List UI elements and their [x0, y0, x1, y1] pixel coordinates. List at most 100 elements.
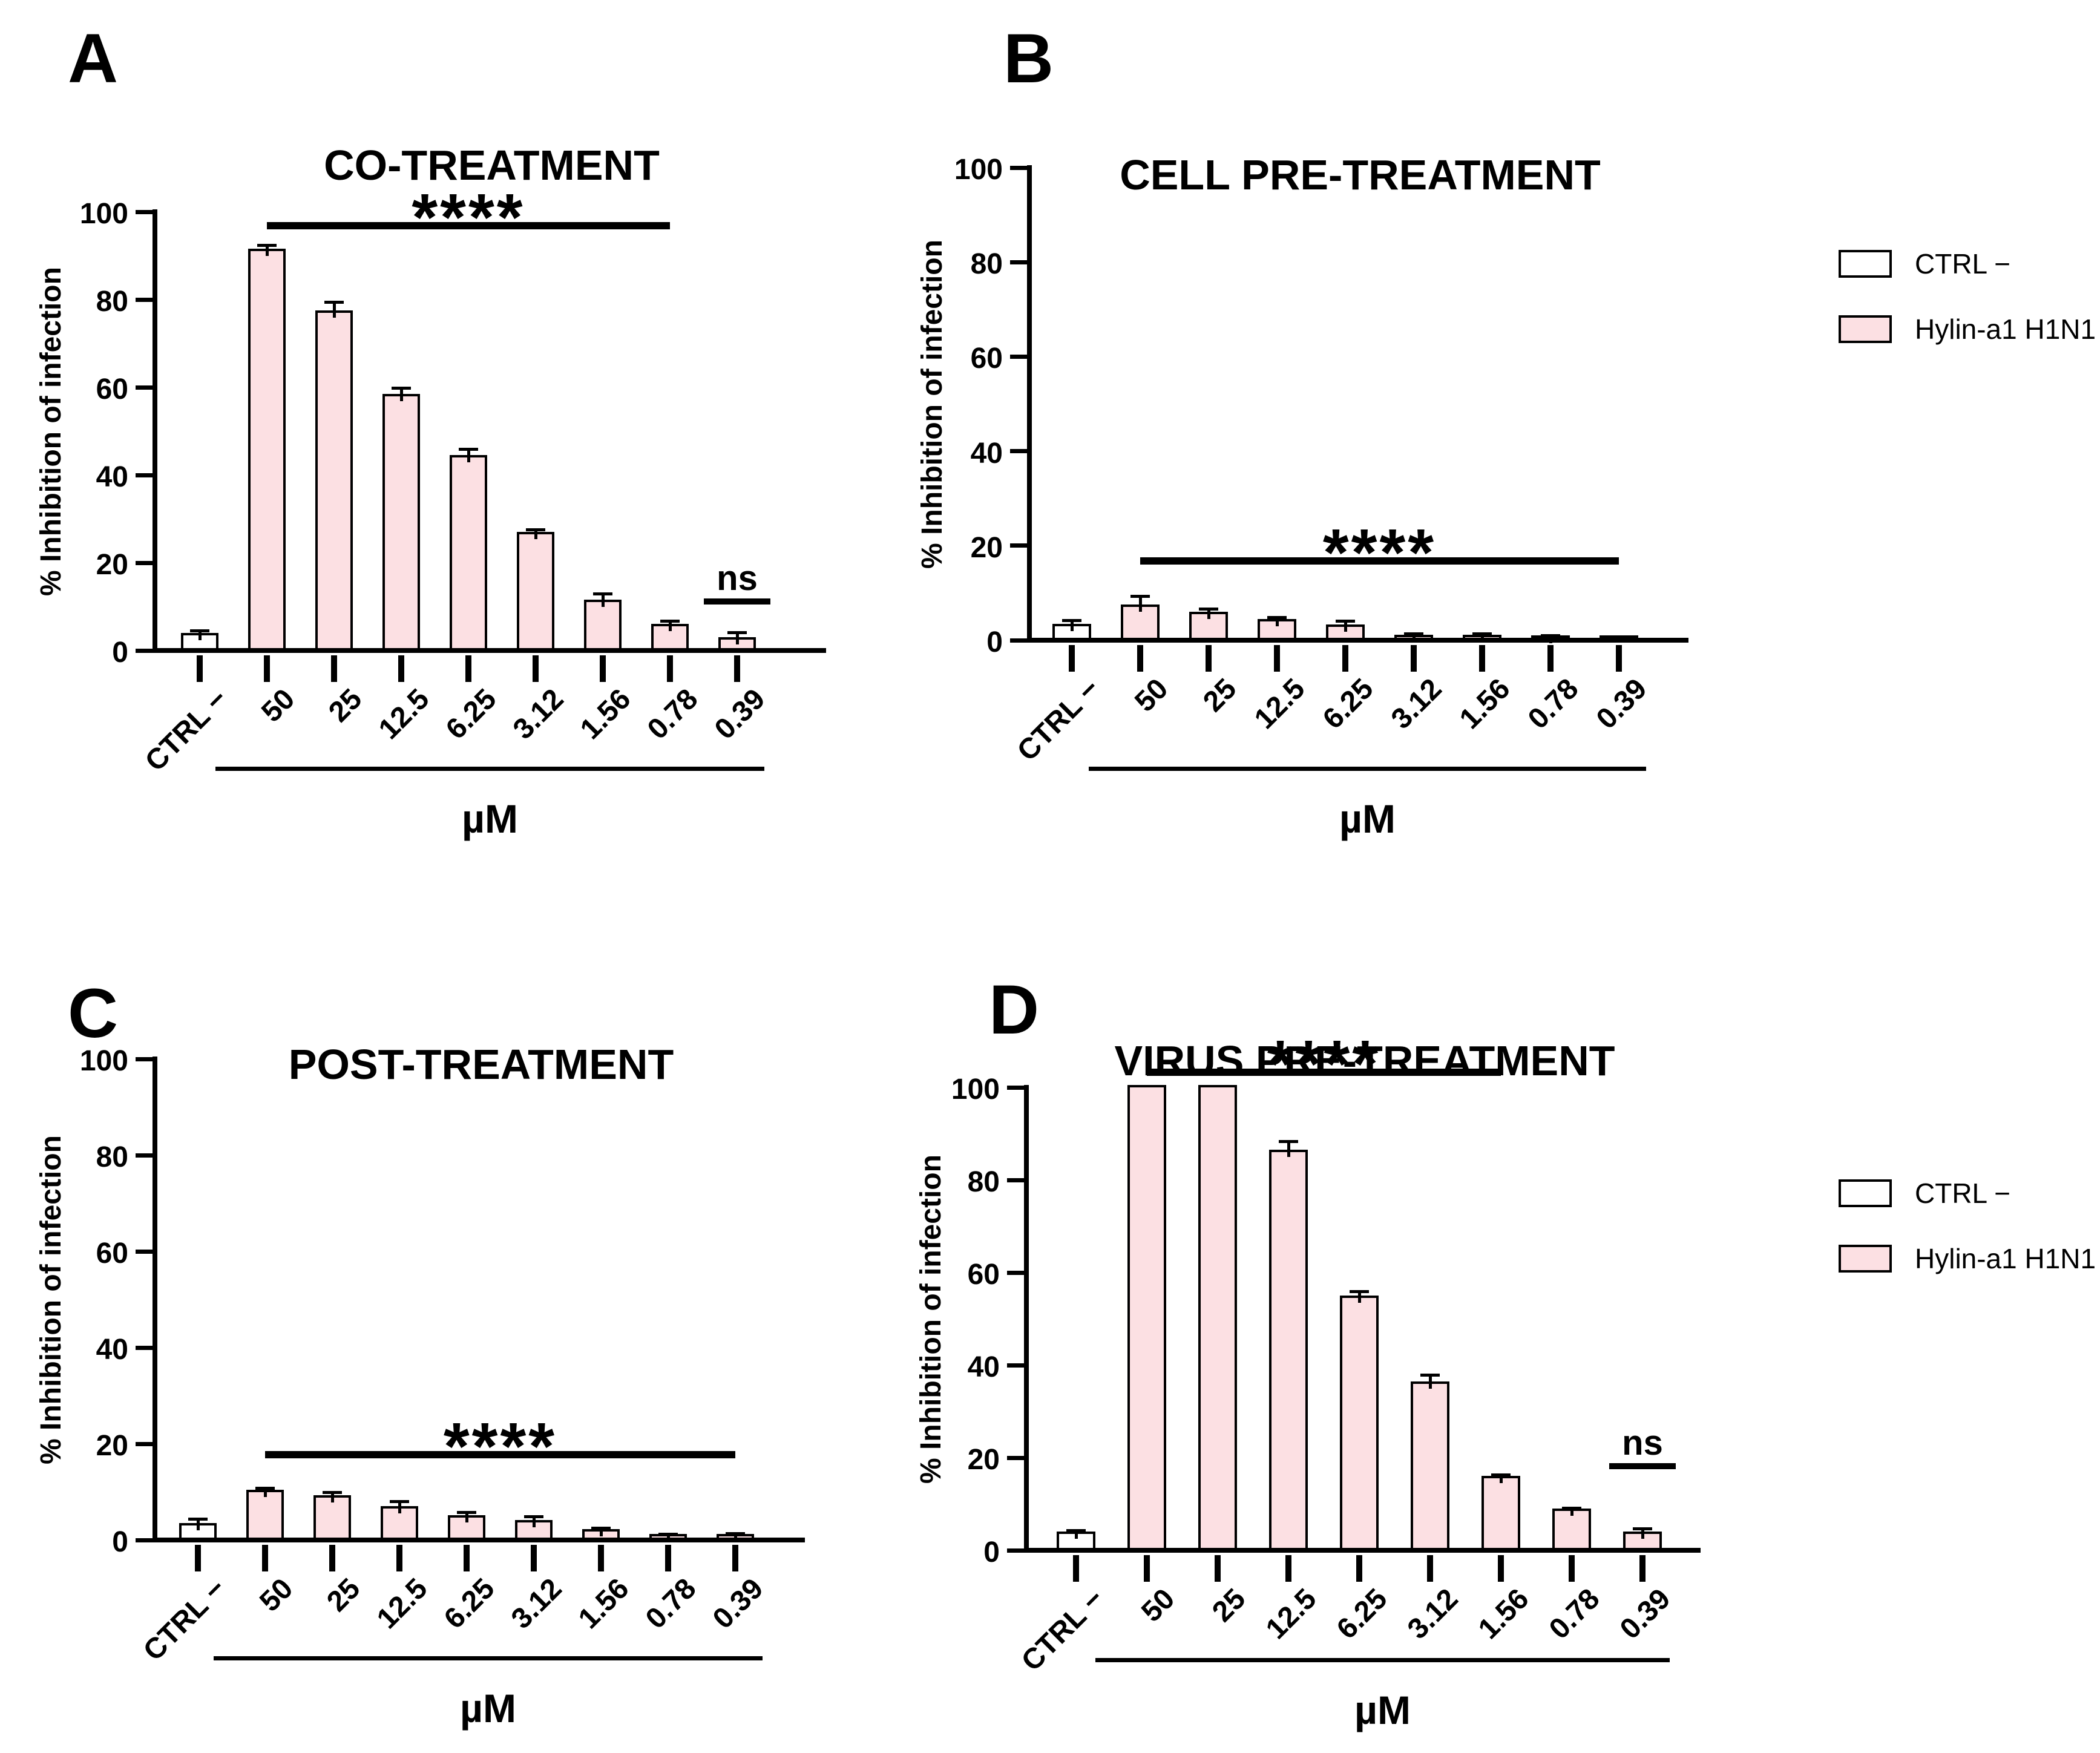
error-bar-cap	[1541, 634, 1560, 638]
x-tick	[465, 655, 471, 682]
x-tick	[1069, 645, 1075, 672]
y-tick	[136, 1249, 153, 1254]
y-tick-label: 20	[970, 531, 1003, 564]
error-bar	[1070, 622, 1074, 631]
y-tick	[136, 1345, 153, 1350]
error-bar-cap	[1062, 619, 1081, 623]
y-tick-label: 40	[96, 1334, 128, 1366]
panel-letter-a: A	[68, 20, 119, 97]
x-tick	[1137, 645, 1143, 672]
chart-title-b: CELL PRE-TREATMENT	[1120, 151, 1601, 198]
x-tick	[732, 1545, 738, 1571]
error-bar	[1207, 610, 1210, 620]
error-bar	[1138, 597, 1142, 612]
legend-item-hylin: Hylin-a1 H1N1	[1839, 315, 2096, 344]
x-tick	[1342, 645, 1348, 672]
y-tick	[136, 209, 153, 214]
bar	[181, 632, 218, 650]
significance-line	[704, 598, 770, 605]
plot-area-a: 0 20 40 60 80 100 CTRL −50 25 12.5 6.25 3.12 1.56 0.…	[80, 185, 826, 778]
bar	[1198, 1085, 1237, 1550]
y-tick	[1010, 165, 1027, 170]
error-bar	[196, 1521, 200, 1531]
x-tick	[1569, 1555, 1575, 1582]
error-bar	[1344, 623, 1347, 632]
error-bar	[330, 1494, 334, 1503]
x-tick	[1479, 645, 1485, 672]
error-bar	[1570, 1509, 1573, 1516]
x-tick	[667, 655, 673, 682]
y-tick-label: 80	[970, 248, 1003, 281]
error-bar-cap	[323, 1491, 342, 1495]
x-tick-label: 3.12	[1401, 1582, 1465, 1646]
x-tick	[398, 655, 404, 682]
x-tick	[1215, 1555, 1221, 1582]
significance-label: ****	[412, 180, 525, 255]
y-tick	[1007, 1178, 1024, 1182]
y-tick-label: 40	[967, 1351, 1000, 1383]
plot-area-d: 0 20 40 60 80 100 CTRL −50 25 12.5 6.25 3.12 1.56 0.…	[951, 1031, 1701, 1677]
x-group-bracket	[1095, 1658, 1670, 1662]
bar	[246, 1489, 284, 1540]
y-tick	[1007, 1085, 1024, 1090]
panel-letter-c: C	[68, 975, 119, 1052]
error-bar	[263, 1489, 267, 1497]
error-bar-cap	[658, 1532, 678, 1536]
significance-label: ****	[1322, 516, 1437, 591]
x-tick-label: 0.39	[1613, 1582, 1677, 1646]
legend-swatch-ctrl	[1839, 250, 1892, 278]
significance-line	[1147, 1068, 1501, 1076]
bar	[248, 249, 286, 650]
y-tick	[1007, 1455, 1024, 1460]
panel-letter-b: B	[1003, 20, 1054, 97]
x-tick	[464, 1545, 470, 1571]
bar	[450, 455, 487, 650]
bar	[1600, 635, 1638, 640]
legend-label-ctrl: CTRL −	[1915, 248, 2011, 280]
error-bar-cap	[524, 1515, 543, 1519]
y-tick	[1010, 638, 1027, 643]
y-tick	[136, 473, 153, 477]
error-bar	[1641, 1530, 1644, 1539]
significance-label: ****	[1267, 1026, 1381, 1101]
y-tick-label: 20	[96, 549, 128, 581]
y-tick-label: 20	[96, 1430, 128, 1462]
error-bar-cap	[1420, 1374, 1440, 1377]
x-tick	[1547, 645, 1554, 672]
y-axis-line	[153, 209, 157, 653]
y-tick	[1007, 1363, 1024, 1368]
y-tick-label: 100	[954, 154, 1003, 186]
error-bar-cap	[1491, 1473, 1511, 1476]
y-axis-line	[1027, 165, 1032, 643]
y-tick-label: 80	[967, 1166, 1000, 1198]
x-tick	[598, 1545, 604, 1571]
error-bar	[601, 595, 605, 608]
error-bar-cap	[188, 1518, 208, 1521]
x-axis-label-d: µM	[1354, 1688, 1411, 1732]
bar	[1411, 1381, 1449, 1550]
legend-label-hylin: Hylin-a1 H1N1	[1915, 1243, 2096, 1274]
x-tick	[329, 1545, 335, 1571]
error-bar-cap	[1633, 1527, 1652, 1531]
x-tick	[197, 655, 203, 682]
error-bar-cap	[1404, 632, 1423, 636]
x-tick-label: 0.78	[1543, 1582, 1606, 1646]
x-tick-label: 50	[1135, 1582, 1181, 1628]
bar	[1127, 1085, 1166, 1550]
y-tick	[136, 1441, 153, 1446]
error-bar-cap	[1472, 632, 1492, 636]
legend-label-ctrl: CTRL −	[1915, 1178, 2011, 1209]
error-bar-cap	[726, 1532, 745, 1536]
y-tick	[136, 297, 153, 302]
y-tick	[136, 385, 153, 390]
error-bar-cap	[255, 1486, 275, 1490]
error-bar	[666, 1535, 670, 1542]
y-tick-label: 80	[96, 1141, 128, 1173]
error-bar	[1549, 637, 1552, 643]
y-axis-label-d: % Inhibition of infection	[915, 1154, 947, 1484]
x-tick	[600, 655, 606, 682]
